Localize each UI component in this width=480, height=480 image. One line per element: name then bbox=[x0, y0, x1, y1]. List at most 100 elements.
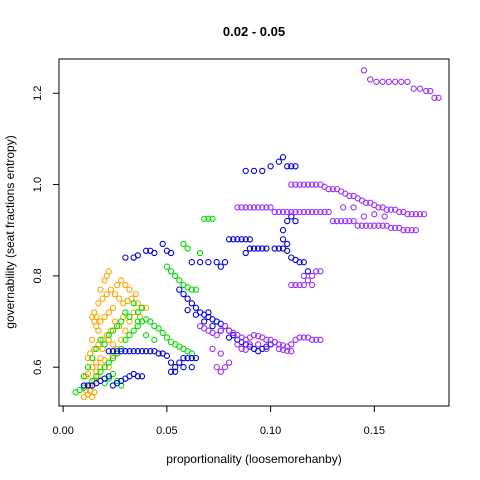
data-point-s3-89 bbox=[371, 222, 378, 229]
data-point-s3-34 bbox=[238, 345, 245, 353]
data-point-s2-16 bbox=[109, 348, 117, 355]
data-point-s0-41 bbox=[97, 286, 104, 293]
data-point-s3-68 bbox=[284, 208, 291, 216]
data-point-s3-36 bbox=[225, 359, 233, 366]
data-point-s3-73 bbox=[304, 208, 312, 216]
data-point-s2-69 bbox=[167, 249, 175, 257]
data-point-s2-120 bbox=[184, 306, 191, 314]
data-point-s2-99 bbox=[279, 227, 287, 234]
data-point-s1-28 bbox=[188, 350, 195, 357]
data-point-s1-14 bbox=[130, 327, 137, 334]
data-point-s3-82 bbox=[342, 217, 349, 225]
data-point-s0-34 bbox=[126, 286, 133, 293]
data-point-s0-47 bbox=[118, 336, 125, 343]
data-point-s3-24 bbox=[296, 334, 303, 341]
data-point-s2-71 bbox=[196, 259, 204, 266]
data-point-s3-25 bbox=[300, 334, 307, 341]
data-point-s1-63 bbox=[151, 336, 158, 343]
y-tick-label: 0.8 bbox=[32, 268, 44, 283]
data-point-s1-62 bbox=[142, 332, 150, 339]
data-point-s2-22 bbox=[134, 348, 141, 355]
data-point-s2-80 bbox=[242, 236, 249, 243]
data-point-s1-34 bbox=[113, 322, 121, 330]
data-point-s3-86 bbox=[358, 222, 366, 229]
data-point-s1-5 bbox=[93, 373, 100, 380]
data-point-s1-58 bbox=[205, 215, 212, 222]
data-point-s3-102 bbox=[296, 181, 303, 188]
data-point-s3-20 bbox=[279, 342, 287, 349]
data-point-s0-62 bbox=[82, 373, 90, 380]
data-point-s1-21 bbox=[159, 329, 166, 337]
data-point-s2-117 bbox=[209, 322, 216, 330]
data-point-s2-14 bbox=[138, 373, 146, 380]
data-point-s3-85 bbox=[354, 222, 361, 229]
data-point-s1-46 bbox=[113, 377, 121, 385]
data-point-s1-51 bbox=[176, 277, 183, 284]
y-tick-label: 0.6 bbox=[32, 360, 44, 375]
data-point-s1-9 bbox=[109, 354, 117, 362]
data-point-s3-88 bbox=[367, 222, 374, 229]
data-point-s1-12 bbox=[122, 336, 129, 343]
data-point-s3-65 bbox=[271, 208, 278, 216]
data-point-s3-14 bbox=[254, 332, 262, 340]
data-point-s0-44 bbox=[89, 336, 96, 343]
data-point-s2-106 bbox=[267, 163, 274, 170]
data-point-s0-20 bbox=[97, 318, 104, 325]
x-tick-label: 0.00 bbox=[52, 425, 73, 437]
data-point-s3-56 bbox=[234, 204, 241, 211]
data-point-s3-54 bbox=[308, 281, 316, 289]
data-point-s1-15 bbox=[134, 322, 141, 330]
data-point-s3-124 bbox=[387, 206, 395, 213]
data-point-s3-22 bbox=[288, 341, 295, 348]
data-point-s1-8 bbox=[105, 359, 112, 366]
data-point-s1-40 bbox=[89, 354, 96, 362]
data-point-s3-141 bbox=[379, 78, 386, 85]
data-point-s3-143 bbox=[391, 78, 399, 85]
data-point-s3-98 bbox=[408, 227, 415, 234]
data-point-s1-61 bbox=[184, 245, 191, 252]
data-point-s2-73 bbox=[213, 259, 220, 266]
x-axis: 0.00 0.05 0.10 0.15 bbox=[52, 406, 385, 437]
data-point-s3-101 bbox=[292, 181, 299, 188]
data-point-s3-35 bbox=[242, 346, 249, 353]
data-point-s3-109 bbox=[325, 185, 332, 193]
data-point-s3-137 bbox=[350, 204, 357, 211]
data-point-s0-9 bbox=[93, 359, 100, 366]
data-point-s0-60 bbox=[93, 368, 100, 375]
data-point-s2-38 bbox=[180, 290, 187, 298]
data-point-s3-64 bbox=[267, 204, 274, 211]
data-point-s3-139 bbox=[367, 76, 374, 83]
data-point-s3-28 bbox=[313, 336, 320, 343]
data-point-s3-16 bbox=[263, 336, 270, 343]
data-point-s0-70 bbox=[89, 313, 96, 321]
data-point-s3-96 bbox=[400, 227, 407, 234]
data-point-s2-19 bbox=[122, 348, 129, 355]
data-point-s1-33 bbox=[118, 318, 125, 325]
data-point-s3-67 bbox=[279, 208, 287, 216]
data-point-s2-114 bbox=[180, 364, 187, 371]
data-point-s0-36 bbox=[118, 277, 125, 284]
data-point-s1-55 bbox=[192, 286, 200, 293]
data-point-s3-151 bbox=[435, 94, 442, 101]
data-point-s3-133 bbox=[360, 213, 368, 220]
data-point-s0-68 bbox=[95, 327, 102, 334]
data-point-s2-98 bbox=[304, 268, 312, 275]
data-point-s2-29 bbox=[163, 352, 171, 359]
data-point-s0-50 bbox=[130, 309, 137, 316]
data-point-s2-96 bbox=[296, 259, 303, 266]
data-point-s2-24 bbox=[142, 348, 150, 355]
data-point-s2-121 bbox=[192, 311, 200, 318]
data-point-s1-6 bbox=[97, 368, 104, 375]
data-point-s3-71 bbox=[296, 208, 303, 216]
x-axis-label: proportionality (loosemorehanby) bbox=[166, 452, 341, 466]
data-point-s1-31 bbox=[130, 300, 137, 307]
data-point-s2-6 bbox=[105, 373, 112, 380]
data-point-s2-84 bbox=[250, 245, 258, 252]
data-point-s3-27 bbox=[308, 336, 316, 343]
data-point-s3-97 bbox=[404, 227, 411, 234]
data-point-s3-105 bbox=[308, 181, 316, 188]
data-point-s3-52 bbox=[313, 268, 320, 275]
data-point-s3-4 bbox=[213, 332, 220, 339]
data-point-s3-144 bbox=[398, 78, 405, 85]
